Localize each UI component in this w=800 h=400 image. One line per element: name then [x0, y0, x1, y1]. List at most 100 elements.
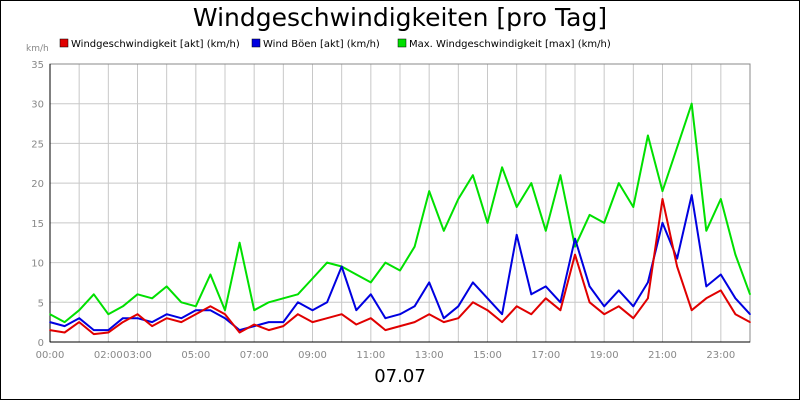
data-point: [326, 301, 328, 304]
data-point: [501, 166, 503, 169]
data-point: [370, 293, 372, 296]
data-point: [705, 230, 708, 232]
data-point: [63, 325, 66, 327]
data-point: [180, 301, 183, 304]
data-point: [428, 190, 430, 192]
legend-swatch: [251, 38, 261, 48]
data-point: [617, 289, 620, 292]
data-point: [49, 313, 51, 316]
data-point: [340, 313, 343, 316]
data-point: [720, 198, 722, 200]
grid: [49, 63, 751, 343]
data-point: [559, 309, 562, 312]
data-point: [457, 198, 460, 200]
chart-title: Windgeschwindigkeiten [pro Tag]: [192, 3, 608, 32]
data-point: [326, 317, 328, 319]
data-point: [545, 230, 547, 232]
x-tick-label: 02:00: [94, 350, 123, 361]
data-point: [63, 331, 66, 334]
data-point: [384, 317, 387, 319]
data-point: [676, 265, 678, 268]
y-tick-label: 35: [31, 60, 44, 71]
data-point: [107, 313, 110, 316]
data-point: [326, 261, 328, 264]
data-point: [151, 321, 153, 323]
data-point: [428, 281, 430, 284]
data-point: [122, 305, 124, 308]
data-point: [588, 301, 591, 304]
data-point: [122, 321, 124, 323]
data-point: [370, 281, 372, 284]
data-point: [253, 323, 255, 326]
data-point: [151, 297, 153, 300]
data-point: [63, 321, 66, 323]
data-point: [165, 313, 168, 316]
data-point: [530, 182, 533, 184]
data-point: [603, 305, 605, 308]
data-point: [530, 313, 533, 316]
data-point: [442, 317, 445, 319]
data-point: [574, 245, 576, 248]
data-point: [267, 329, 270, 331]
data-point: [486, 222, 489, 224]
x-tick-label: 21:00: [648, 350, 677, 361]
x-tick-label: 07:00: [240, 350, 269, 361]
data-point: [165, 317, 168, 319]
data-point: [311, 309, 314, 312]
data-point: [545, 297, 547, 300]
data-point: [690, 194, 693, 196]
data-point: [720, 273, 722, 276]
x-tick-label: 17:00: [531, 350, 560, 361]
data-point: [413, 305, 416, 308]
data-point: [472, 281, 474, 284]
data-point: [515, 206, 518, 208]
data-point: [399, 313, 401, 316]
data-point: [253, 309, 255, 312]
data-point: [267, 301, 270, 304]
data-point: [238, 331, 241, 334]
data-point: [384, 261, 387, 264]
y-tick-label: 20: [31, 179, 44, 190]
data-point: [690, 309, 693, 312]
data-point: [574, 237, 576, 240]
x-tick-label: 05:00: [181, 350, 210, 361]
data-point: [78, 321, 80, 323]
data-point: [472, 301, 474, 304]
data-point: [734, 297, 737, 300]
data-point: [617, 182, 620, 184]
data-point: [545, 285, 547, 288]
data-point: [705, 297, 708, 300]
data-point: [647, 134, 649, 137]
legend-label: Max. Windgeschwindigkeit [max] (km/h): [409, 39, 611, 50]
date-label: 07.07: [374, 366, 426, 387]
data-point: [136, 293, 139, 296]
data-point: [78, 317, 80, 319]
data-point: [647, 297, 649, 300]
data-point: [282, 325, 285, 327]
legend-swatch: [397, 38, 407, 48]
data-point: [661, 190, 664, 192]
data-point: [340, 265, 343, 268]
data-point: [442, 321, 445, 323]
data-point: [472, 174, 474, 176]
data-point: [530, 293, 533, 296]
data-point: [457, 305, 460, 308]
data-point: [107, 331, 110, 334]
data-point: [297, 301, 299, 304]
data-point: [78, 309, 80, 312]
x-tick-label: 13:00: [415, 350, 444, 361]
y-tick-label: 15: [31, 219, 44, 230]
data-point: [224, 317, 226, 319]
data-point: [501, 321, 503, 323]
data-point: [92, 333, 95, 335]
x-tick-label: 00:00: [36, 350, 65, 361]
data-point: [311, 321, 314, 323]
data-point: [297, 293, 299, 296]
data-point: [501, 313, 503, 316]
data-point: [195, 309, 197, 312]
data-point: [399, 325, 401, 327]
data-point: [676, 146, 678, 149]
data-point: [224, 309, 226, 312]
legend-label: Windgeschwindigkeit [akt] (km/h): [71, 39, 240, 50]
